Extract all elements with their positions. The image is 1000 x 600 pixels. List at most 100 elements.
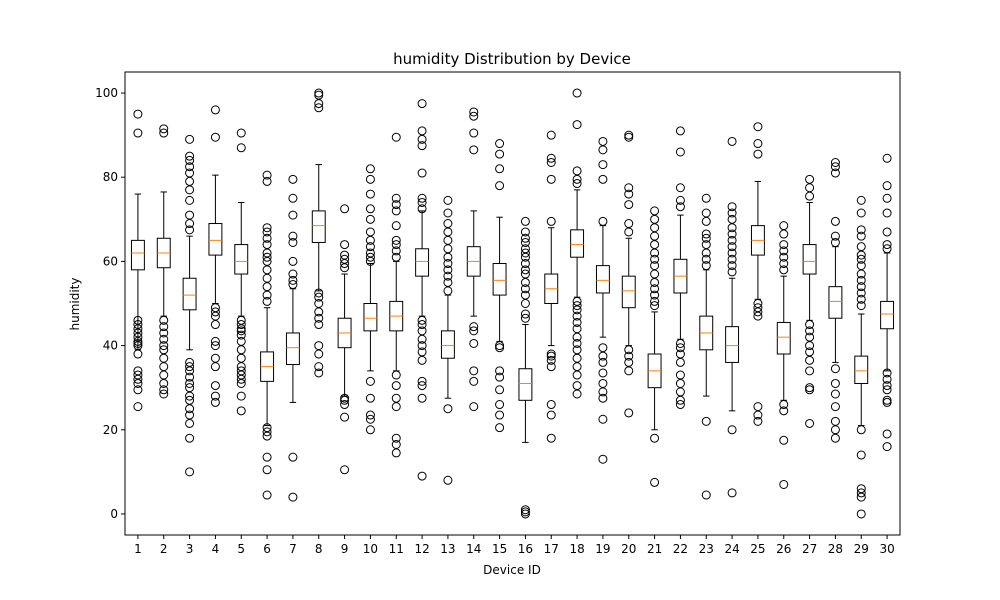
- outlier-point: [185, 185, 195, 195]
- outlier-point: [572, 301, 582, 311]
- outlier-point: [133, 315, 143, 325]
- outlier-point: [598, 145, 608, 155]
- outlier-point: [417, 193, 427, 203]
- outlier-point: [520, 269, 530, 279]
- outlier-point: [417, 197, 427, 207]
- x-tick-label: 2: [160, 542, 168, 556]
- y-tick-label: 80: [103, 170, 118, 184]
- outlier-point: [340, 395, 350, 405]
- outlier-point: [598, 343, 608, 353]
- outlier-point: [417, 99, 427, 109]
- outlier-point: [262, 490, 272, 500]
- y-tick-label: 0: [110, 507, 118, 521]
- outlier-point: [365, 174, 375, 184]
- y-tick-label: 20: [103, 423, 118, 437]
- outlier-point: [495, 385, 505, 395]
- outlier-point: [520, 233, 530, 243]
- outlier-point: [365, 204, 375, 214]
- outlier-point: [185, 378, 195, 388]
- outlier-point: [391, 402, 401, 412]
- outlier-point: [520, 248, 530, 258]
- outlier-point: [624, 357, 634, 367]
- outlier-point: [159, 345, 169, 355]
- outlier-point: [572, 88, 582, 98]
- outlier-point: [650, 433, 660, 443]
- outlier-point: [365, 164, 375, 174]
- outlier-point: [520, 227, 530, 237]
- outlier-point: [262, 452, 272, 462]
- outlier-point: [856, 225, 866, 235]
- outlier-point: [495, 372, 505, 382]
- outlier-point: [856, 208, 866, 218]
- outlier-point: [856, 450, 866, 460]
- outlier-point: [495, 343, 505, 353]
- outlier-point: [598, 393, 608, 403]
- x-tick-label: 12: [414, 542, 429, 556]
- outlier-point: [624, 227, 634, 237]
- y-tick-label: 60: [103, 254, 118, 268]
- outlier-point: [391, 240, 401, 250]
- outlier-point: [598, 357, 608, 367]
- outlier-point: [417, 347, 427, 357]
- outlier-point: [598, 454, 608, 464]
- outlier-point: [650, 223, 660, 233]
- outlier-point: [185, 195, 195, 205]
- outlier-point: [650, 240, 660, 250]
- outlier-point: [520, 299, 530, 308]
- outlier-point: [417, 393, 427, 403]
- outlier-point: [210, 336, 220, 346]
- outlier-point: [882, 244, 892, 254]
- x-tick-label: 16: [518, 542, 533, 556]
- outlier-point: [753, 303, 763, 313]
- x-tick-label: 20: [621, 542, 636, 556]
- outlier-point: [262, 227, 272, 237]
- outlier-point: [340, 204, 350, 214]
- x-tick-label: 3: [186, 542, 194, 556]
- outlier-point: [159, 334, 169, 344]
- outlier-point: [753, 299, 763, 308]
- outlier-point: [830, 389, 840, 399]
- outlier-point: [495, 149, 505, 159]
- outlier-point: [365, 252, 375, 262]
- outlier-point: [314, 368, 324, 378]
- outlier-point: [882, 208, 892, 218]
- outlier-point: [572, 317, 582, 327]
- outlier-point: [701, 208, 711, 218]
- outlier-point: [805, 385, 815, 395]
- outlier-point: [856, 261, 866, 271]
- outlier-point: [391, 440, 401, 450]
- outlier-point: [185, 418, 195, 428]
- outlier-point: [701, 229, 711, 239]
- outlier-point: [314, 362, 324, 372]
- outlier-point: [288, 492, 298, 502]
- outlier-point: [805, 347, 815, 357]
- outlier-point: [830, 425, 840, 435]
- outlier-point: [469, 107, 479, 117]
- y-tick-label: 100: [95, 86, 118, 100]
- x-axis-label: Device ID: [483, 563, 541, 577]
- outlier-point: [185, 383, 195, 393]
- outlier-point: [779, 265, 789, 275]
- outlier-point: [520, 509, 530, 519]
- outlier-point: [443, 219, 453, 229]
- outlier-point: [340, 412, 350, 422]
- x-tick-label: 22: [673, 542, 688, 556]
- outlier-point: [185, 225, 195, 235]
- outlier-point: [830, 237, 840, 247]
- outlier-point: [805, 320, 815, 330]
- outlier-point: [882, 193, 892, 203]
- outlier-point: [882, 442, 892, 452]
- outlier-point: [417, 355, 427, 365]
- outlier-point: [856, 425, 866, 435]
- outlier-point: [856, 484, 866, 494]
- box-iqr: [854, 355, 869, 384]
- x-tick-label: 30: [879, 542, 894, 556]
- outlier-point: [805, 183, 815, 193]
- outlier-point: [598, 368, 608, 378]
- outlier-point: [882, 181, 892, 191]
- outlier-point: [133, 109, 143, 119]
- outlier-point: [133, 366, 143, 376]
- outlier-point: [210, 132, 220, 142]
- outlier-point: [391, 381, 401, 391]
- outlier-point: [598, 378, 608, 388]
